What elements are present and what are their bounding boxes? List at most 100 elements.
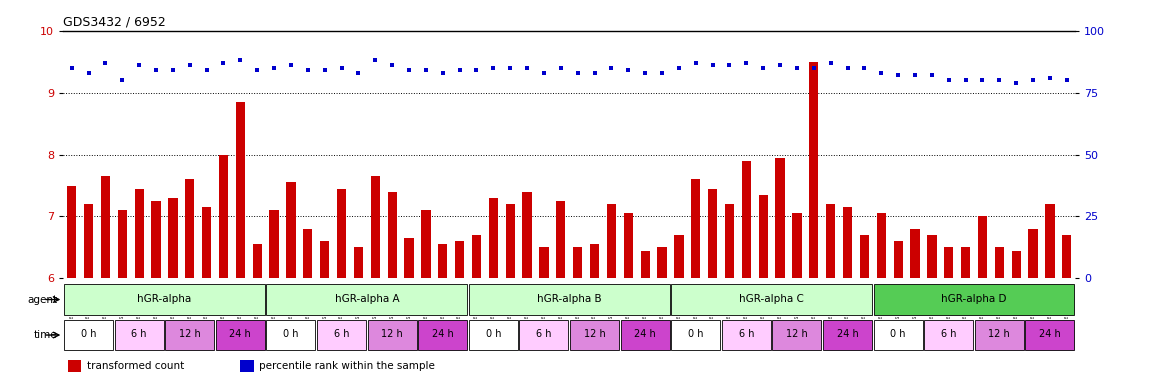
- Point: [366, 57, 384, 63]
- Bar: [253, 244, 262, 278]
- Bar: [792, 214, 802, 278]
- Bar: [455, 241, 465, 278]
- Bar: [368, 320, 416, 350]
- Point: [264, 65, 283, 71]
- Bar: [1026, 320, 1074, 350]
- Text: 0 h: 0 h: [485, 329, 501, 339]
- Point: [147, 67, 166, 73]
- Point: [754, 65, 773, 71]
- Bar: [843, 207, 852, 278]
- Point: [669, 65, 688, 71]
- Point: [1024, 77, 1042, 83]
- Point: [1041, 75, 1059, 81]
- Bar: [166, 320, 214, 350]
- Point: [889, 72, 907, 78]
- Text: 0 h: 0 h: [283, 329, 299, 339]
- Bar: [522, 192, 531, 278]
- Bar: [607, 204, 616, 278]
- Bar: [911, 229, 920, 278]
- Bar: [823, 320, 872, 350]
- Text: hGR-alpha B: hGR-alpha B: [537, 294, 601, 304]
- Bar: [927, 235, 936, 278]
- Bar: [557, 201, 566, 278]
- Bar: [641, 250, 650, 278]
- Bar: [672, 320, 720, 350]
- Bar: [1028, 229, 1037, 278]
- Text: hGR-alpha A: hGR-alpha A: [335, 294, 399, 304]
- Point: [130, 62, 148, 68]
- Point: [821, 60, 839, 66]
- Bar: [388, 192, 397, 278]
- Point: [163, 67, 182, 73]
- Bar: [135, 189, 144, 278]
- Point: [383, 62, 401, 68]
- Bar: [894, 241, 903, 278]
- Bar: [152, 201, 161, 278]
- Bar: [775, 158, 784, 278]
- Bar: [975, 320, 1024, 350]
- Bar: [240, 360, 253, 372]
- Point: [299, 67, 317, 73]
- Point: [484, 65, 503, 71]
- Point: [416, 67, 435, 73]
- Text: time: time: [33, 330, 58, 340]
- Text: 12 h: 12 h: [989, 329, 1010, 339]
- Bar: [759, 195, 768, 278]
- Point: [400, 67, 419, 73]
- Bar: [67, 185, 76, 278]
- Point: [585, 70, 604, 76]
- Bar: [742, 161, 751, 278]
- Point: [957, 77, 975, 83]
- Bar: [269, 210, 278, 278]
- Bar: [810, 62, 819, 278]
- Bar: [337, 189, 346, 278]
- Point: [248, 67, 267, 73]
- Bar: [658, 247, 667, 278]
- Text: 0 h: 0 h: [890, 329, 906, 339]
- Bar: [370, 176, 380, 278]
- Bar: [489, 198, 498, 278]
- Bar: [1063, 235, 1072, 278]
- Point: [214, 60, 232, 66]
- Bar: [84, 204, 93, 278]
- Text: percentile rank within the sample: percentile rank within the sample: [259, 361, 435, 371]
- Text: 6 h: 6 h: [334, 329, 350, 339]
- Bar: [826, 204, 835, 278]
- Bar: [944, 247, 953, 278]
- Point: [1058, 77, 1076, 83]
- Text: 6 h: 6 h: [941, 329, 957, 339]
- Bar: [520, 320, 568, 350]
- Bar: [925, 320, 973, 350]
- Text: 12 h: 12 h: [179, 329, 200, 339]
- Bar: [860, 235, 869, 278]
- Point: [922, 72, 941, 78]
- Bar: [590, 244, 599, 278]
- Bar: [570, 320, 619, 350]
- Point: [451, 67, 469, 73]
- Point: [603, 65, 621, 71]
- Bar: [216, 320, 264, 350]
- Text: 0 h: 0 h: [81, 329, 97, 339]
- Point: [906, 72, 925, 78]
- Point: [198, 67, 216, 73]
- Point: [720, 62, 738, 68]
- Bar: [405, 238, 414, 278]
- Point: [653, 70, 672, 76]
- Text: 6 h: 6 h: [738, 329, 754, 339]
- Bar: [267, 284, 467, 315]
- Bar: [1045, 204, 1055, 278]
- Point: [568, 70, 586, 76]
- Text: 12 h: 12 h: [382, 329, 402, 339]
- Point: [501, 65, 520, 71]
- Text: 24 h: 24 h: [635, 329, 656, 339]
- Point: [1007, 79, 1026, 86]
- Point: [805, 65, 823, 71]
- Bar: [1012, 250, 1021, 278]
- Bar: [304, 229, 313, 278]
- Bar: [469, 284, 669, 315]
- Point: [434, 70, 452, 76]
- Text: agent: agent: [28, 295, 58, 305]
- Text: 24 h: 24 h: [837, 329, 858, 339]
- Bar: [539, 247, 549, 278]
- Point: [687, 60, 705, 66]
